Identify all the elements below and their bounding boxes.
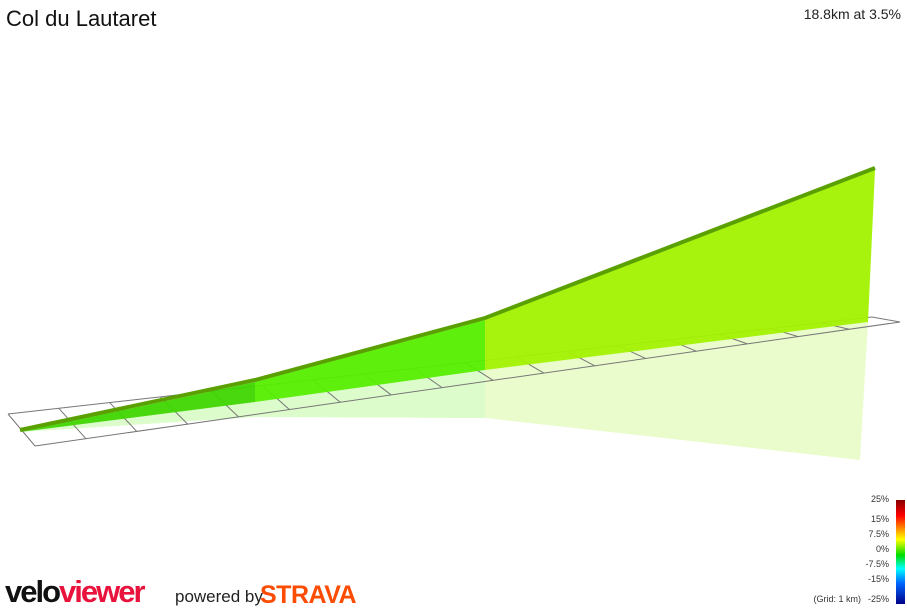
profile-segment-3	[485, 170, 875, 370]
legend-label: -15%	[867, 574, 889, 584]
profile-top-edge	[19, 166, 876, 432]
legend-label: -25%	[867, 594, 889, 604]
profile-segment-2	[255, 320, 485, 402]
grid-note: (Grid: 1 km)	[813, 594, 861, 604]
veloviewer-logo[interactable]: veloviewer	[5, 574, 146, 609]
strava-logo[interactable]: STRAVA	[260, 581, 357, 609]
legend-label: -7.5%	[865, 559, 889, 569]
grid-km-line	[871, 316, 901, 323]
grid-front-line	[34, 321, 901, 447]
gradient-legend: 25% 15% 7.5% 0% -7.5% -15% -25% (Grid: 1…	[780, 494, 907, 607]
profile-shadow-left	[20, 370, 485, 432]
climb-summary: 18.8km at 3.5%	[803, 6, 901, 22]
legend-label: 7.5%	[868, 529, 889, 539]
powered-by-text: powered by	[175, 587, 263, 606]
legend-label: 0%	[875, 544, 889, 554]
climb-title: Col du Lautaret	[6, 6, 157, 31]
legend-label: 25%	[870, 494, 889, 504]
legend-label: 15%	[870, 514, 889, 524]
gradient-color-bar	[896, 500, 905, 604]
